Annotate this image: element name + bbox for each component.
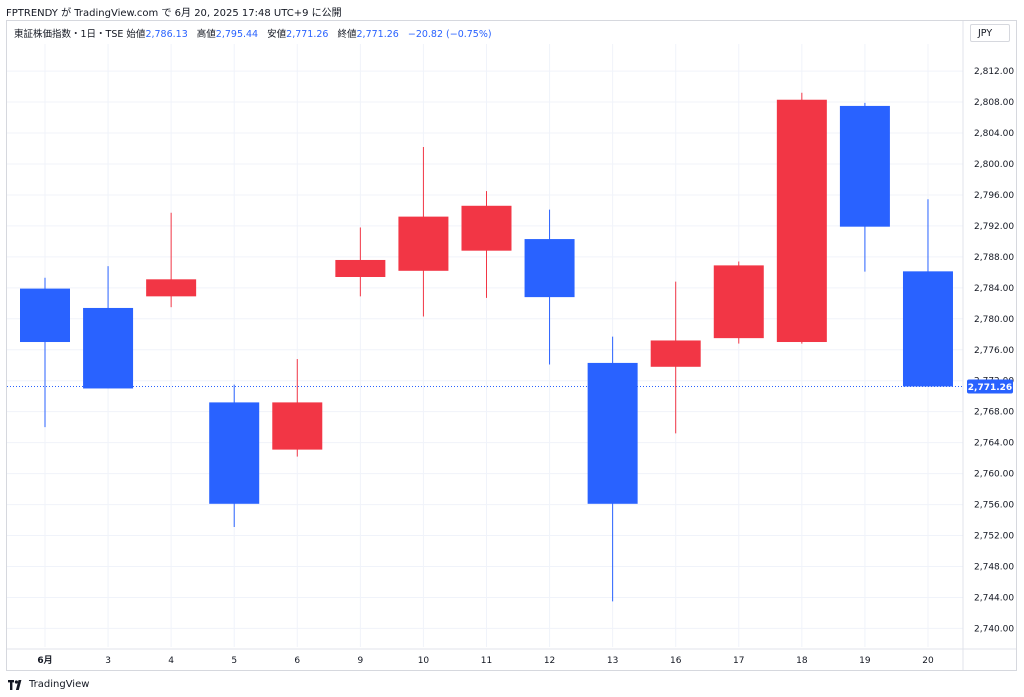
x-tick-label: 6月	[37, 655, 52, 666]
y-tick-label: 2,768.00	[974, 408, 1014, 418]
x-tick-label: 10	[418, 656, 430, 666]
x-tick-label: 11	[481, 656, 492, 666]
candle-body[interactable]	[902, 271, 953, 387]
symbol-label[interactable]: 東証株価指数・1日・TSE	[14, 29, 124, 40]
candle-body[interactable]	[20, 288, 70, 343]
y-tick-label: 2,792.00	[974, 222, 1014, 232]
candle-body[interactable]	[713, 265, 764, 339]
candles	[20, 92, 953, 602]
last-price-label: 2,771.26	[968, 383, 1012, 393]
footer: TradingView	[8, 679, 89, 690]
candle-body[interactable]	[776, 99, 827, 343]
x-tick-label: 9	[357, 656, 363, 666]
candle-body[interactable]	[839, 105, 890, 227]
chart-frame	[6, 20, 1017, 671]
footer-brand[interactable]: TradingView	[29, 679, 90, 690]
last-price-badge	[967, 379, 1013, 394]
y-tick-label: 2,752.00	[974, 532, 1014, 542]
y-tick-label: 2,788.00	[974, 253, 1014, 263]
x-tick-label: 3	[105, 656, 111, 666]
y-tick-label: 2,780.00	[974, 315, 1014, 325]
candle-body[interactable]	[209, 402, 260, 504]
y-tick-label: 2,800.00	[974, 160, 1014, 170]
candle-body[interactable]	[398, 216, 449, 271]
x-tick-label: 5	[231, 656, 237, 666]
x-tick-label: 19	[859, 656, 871, 666]
time-axis: 6月 3 4 5 6 9 10 11 12 13 16 17 18 19 20	[37, 655, 934, 666]
candle-body[interactable]	[83, 307, 134, 389]
y-tick-label: 2,796.00	[974, 191, 1014, 201]
y-tick-label: 2,804.00	[974, 129, 1014, 139]
candle-body[interactable]	[272, 402, 323, 450]
candle-body[interactable]	[335, 259, 386, 277]
x-tick-label: 6	[294, 656, 300, 666]
y-tick-label: 2,808.00	[974, 98, 1014, 108]
y-tick-label: 2,748.00	[974, 562, 1014, 572]
close-value: 2,771.26	[356, 29, 399, 40]
ohlc-legend: 東証株価指数・1日・TSE 始値2,786.13 高値2,795.44 安値2,…	[14, 26, 492, 40]
high-value: 2,795.44	[215, 29, 259, 40]
x-tick-label: 12	[544, 656, 555, 666]
published-caption: FPTRENDY が TradingView.com で 6月 20, 2025…	[6, 8, 342, 19]
close-label: 終値	[337, 29, 357, 40]
change-value: −20.82 (−0.75%)	[407, 29, 492, 40]
candle-body[interactable]	[650, 340, 701, 367]
candle-body[interactable]	[524, 239, 575, 298]
y-tick-label: 2,776.00	[974, 346, 1014, 356]
open-label: 始値	[126, 29, 146, 40]
x-tick-label: 18	[796, 656, 808, 666]
open-value: 2,786.13	[145, 29, 188, 40]
low-label: 安値	[267, 29, 287, 40]
y-tick-label: 2,764.00	[974, 439, 1014, 449]
low-value: 2,771.26	[286, 29, 329, 40]
x-tick-label: 13	[607, 656, 618, 666]
x-tick-label: 20	[922, 656, 934, 666]
last-price-marker: 2,771.26	[967, 379, 1013, 394]
x-tick-label: 16	[670, 656, 682, 666]
y-tick-label: 2,744.00	[974, 593, 1014, 603]
currency-button[interactable]: JPY	[970, 24, 1010, 42]
high-label: 高値	[196, 29, 216, 40]
y-tick-label: 2,812.00	[974, 67, 1014, 77]
x-tick-label: 17	[733, 656, 744, 666]
y-tick-label: 2,740.00	[974, 624, 1014, 634]
candle-body[interactable]	[461, 205, 512, 251]
y-tick-label: 2,760.00	[974, 470, 1014, 480]
candle-body[interactable]	[587, 362, 638, 504]
y-tick-label: 2,784.00	[974, 284, 1014, 294]
y-tick-label: 2,756.00	[974, 501, 1014, 511]
tradingview-logo-icon	[8, 679, 22, 690]
candle-body[interactable]	[146, 279, 197, 297]
x-tick-label: 4	[168, 656, 174, 666]
